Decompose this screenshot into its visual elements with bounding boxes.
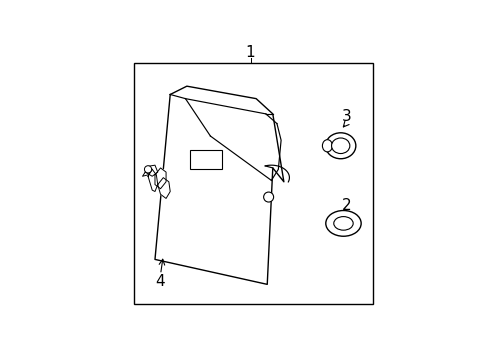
Polygon shape: [155, 168, 166, 189]
Polygon shape: [155, 86, 284, 284]
Ellipse shape: [325, 133, 355, 159]
Circle shape: [263, 192, 273, 202]
Polygon shape: [148, 169, 158, 192]
Text: 4: 4: [155, 274, 165, 289]
Bar: [134, 63, 372, 304]
Ellipse shape: [331, 138, 349, 153]
Ellipse shape: [322, 140, 332, 152]
Polygon shape: [145, 165, 158, 176]
Ellipse shape: [333, 217, 352, 230]
Bar: [189, 150, 221, 169]
Circle shape: [144, 166, 151, 173]
Polygon shape: [158, 177, 170, 198]
Text: 1: 1: [245, 45, 255, 60]
Text: 2: 2: [341, 198, 350, 213]
Polygon shape: [142, 167, 152, 176]
Ellipse shape: [325, 211, 361, 236]
Text: 3: 3: [341, 109, 350, 124]
